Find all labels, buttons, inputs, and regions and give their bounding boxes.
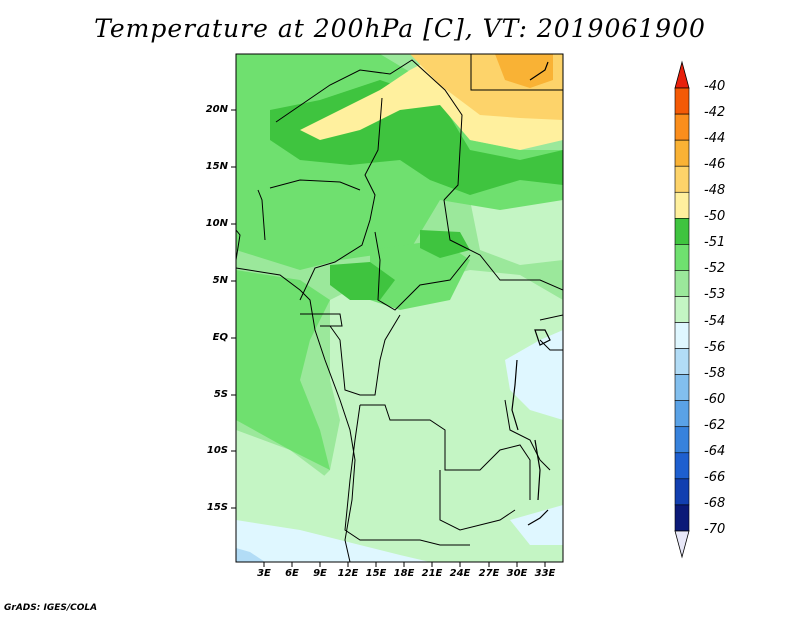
colorbar-level-label: -62	[704, 417, 726, 433]
x-axis-label: 12E	[337, 568, 359, 579]
border-car-sudan	[443, 199, 563, 291]
lakes	[511, 61, 551, 526]
colorbar-swatch	[674, 452, 690, 480]
colorbar-level-label: -60	[704, 391, 726, 407]
field-region-minus51-central	[420, 230, 470, 258]
colorbar-level-label: -70	[704, 521, 726, 537]
field-region-minus56-east	[505, 330, 563, 420]
colorbar-level-label: -46	[704, 157, 726, 173]
y-axis-label: 15S	[206, 502, 228, 513]
y-axis-label: 15N	[205, 161, 228, 172]
colorbar-swatch	[674, 400, 690, 428]
colorbar-over-triangle	[674, 60, 690, 89]
x-axis-label: 30E	[506, 568, 528, 579]
colorbar-swatch	[674, 218, 690, 245]
colorbar-swatch	[674, 296, 690, 323]
colorbar-under-triangle	[674, 530, 690, 559]
field-region-minus56-se	[510, 505, 563, 545]
colorbar	[674, 60, 690, 559]
colorbar-level-label: -64	[704, 443, 726, 459]
colorbar-swatch	[674, 374, 690, 401]
colorbar-level-label: -42	[704, 105, 726, 121]
colorbar-swatch	[674, 270, 690, 297]
y-axis-label: 5N	[212, 275, 228, 286]
lake-malawi	[534, 439, 541, 501]
nile-delta	[529, 61, 549, 81]
border-congo	[329, 314, 401, 396]
colorbar-level-label: -51	[704, 235, 726, 251]
field-region-minus52-west	[236, 270, 330, 470]
y-axis-label: 5S	[213, 389, 228, 400]
border-west-africa	[236, 189, 266, 261]
y-axis-label: 10N	[205, 218, 228, 229]
colorbar-level-label: -68	[704, 495, 726, 511]
x-axis-label: 18E	[393, 568, 415, 579]
colorbar-level-label: -48	[704, 183, 726, 199]
border-drc-angola	[360, 404, 531, 500]
colorbar-level-label: -44	[704, 131, 726, 147]
colorbar-swatch	[674, 113, 690, 141]
field-region-minus54	[300, 270, 563, 562]
colorbar-level-label: -54	[704, 313, 726, 329]
border-libya-egypt-sudan	[470, 54, 563, 91]
x-axis-label: 9E	[313, 568, 327, 579]
field-region-minus58	[236, 548, 265, 562]
colorbar-swatch	[674, 426, 690, 454]
colorbar-level-label: -50	[704, 209, 726, 225]
colorbar-swatch	[674, 139, 690, 167]
x-axis-label: 24E	[449, 568, 471, 579]
x-axis-label: 33E	[534, 568, 556, 579]
colorbar-swatch	[674, 165, 690, 193]
colorbar-level-label: -40	[704, 79, 726, 95]
x-axis-label: 15E	[365, 568, 387, 579]
map-title: Temperature at 200hPa [C], VT: 201906190…	[94, 14, 706, 43]
y-axis-label: 10S	[206, 445, 228, 456]
border-tanzania	[504, 399, 551, 471]
border-sahel	[269, 179, 361, 191]
lake-tanganyika	[511, 359, 519, 431]
colorbar-swatch	[674, 348, 690, 375]
lake-kariba	[527, 509, 549, 526]
x-axis-label: 21E	[421, 568, 443, 579]
colorbar-level-label: -56	[704, 339, 726, 355]
colorbar-swatch	[674, 244, 690, 271]
border-angola-namibia	[344, 404, 470, 546]
border-eq-guinea	[300, 313, 343, 327]
credit-text: GrADS: IGES/COLA	[4, 603, 98, 613]
colorbar-level-label: -53	[704, 287, 726, 303]
map-frame	[235, 53, 564, 563]
field-region-minus46	[495, 54, 553, 88]
temperature-field	[236, 54, 563, 562]
colorbar-level-label: -58	[704, 365, 726, 381]
colorbar-swatch	[674, 322, 690, 349]
border-nigeria-cameroon	[299, 97, 383, 301]
colorbar-level-label: -52	[704, 261, 726, 277]
colorbar-swatch	[674, 191, 690, 219]
x-axis-label: 3E	[257, 568, 271, 579]
y-axis-label: EQ	[212, 332, 228, 343]
coastline-west	[236, 267, 356, 562]
border-niger-chad	[275, 59, 463, 201]
colorbar-swatch	[674, 504, 690, 532]
field-region-minus56-south	[236, 520, 430, 562]
x-axis-label: 27E	[478, 568, 500, 579]
colorbar-swatch	[674, 87, 690, 115]
field-region-minus52-central	[370, 240, 470, 310]
axis-ticks	[231, 109, 546, 567]
x-axis-label: 6E	[285, 568, 299, 579]
border-zambia	[439, 470, 516, 531]
border-car-north	[374, 231, 471, 311]
colorbar-swatch	[674, 478, 690, 506]
colorbar-level-label: -66	[704, 469, 726, 485]
lake-victoria	[534, 329, 551, 346]
country-borders	[236, 54, 563, 546]
y-axis-label: 20N	[205, 104, 228, 115]
